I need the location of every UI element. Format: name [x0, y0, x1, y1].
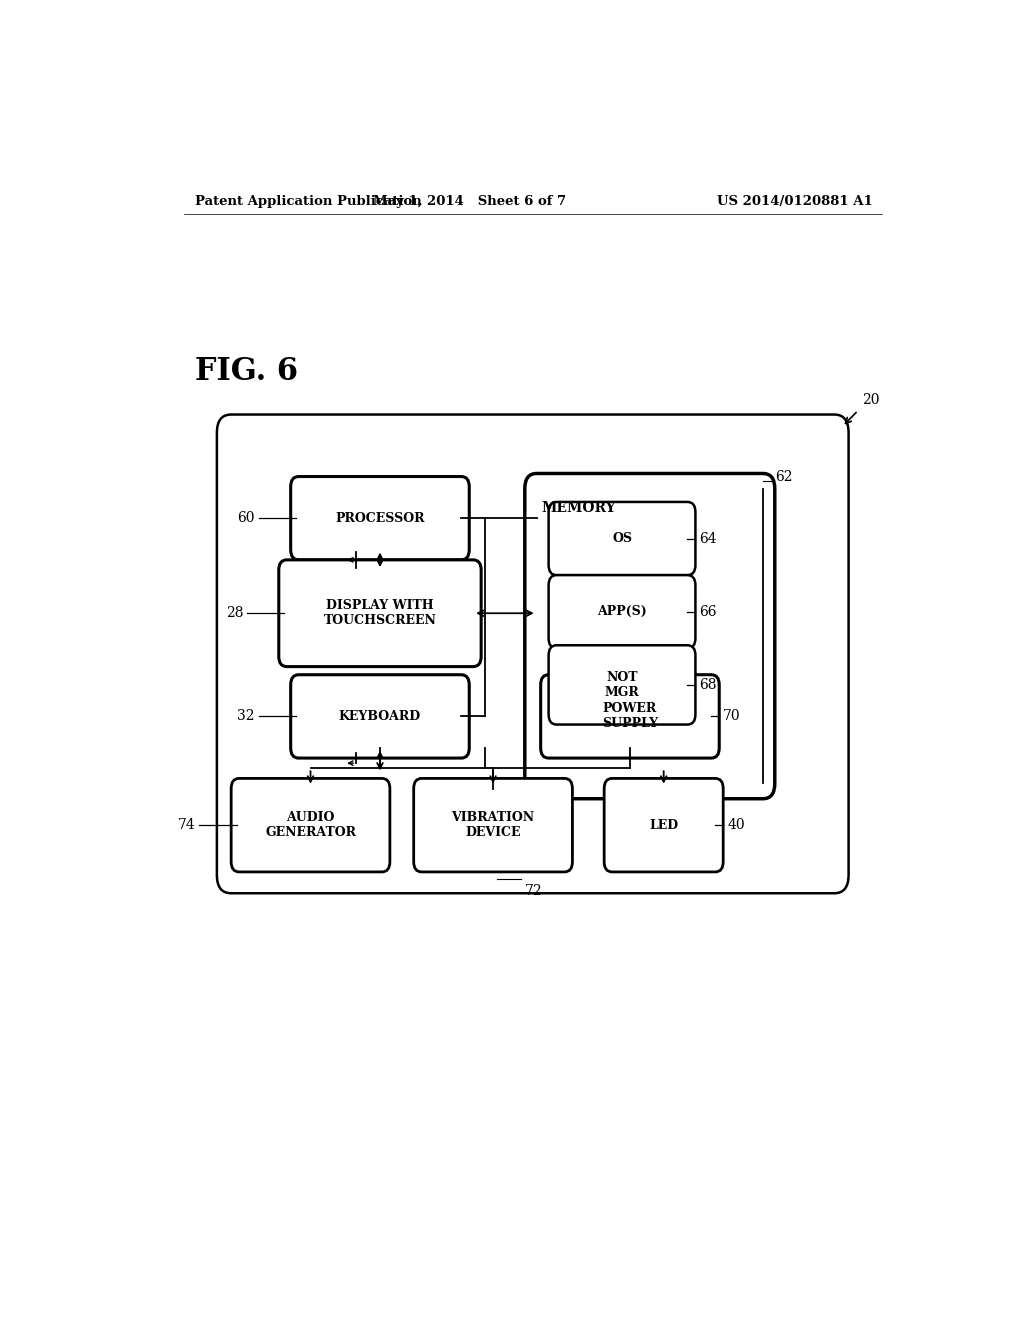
Text: OS: OS [612, 532, 632, 545]
Text: 32: 32 [238, 709, 255, 723]
Text: May 1, 2014   Sheet 6 of 7: May 1, 2014 Sheet 6 of 7 [373, 194, 566, 207]
Text: VIBRATION
DEVICE: VIBRATION DEVICE [452, 812, 535, 840]
Text: Patent Application Publication: Patent Application Publication [196, 194, 422, 207]
Text: 74: 74 [178, 818, 196, 832]
FancyBboxPatch shape [524, 474, 775, 799]
Text: 60: 60 [238, 511, 255, 525]
Text: LED: LED [649, 818, 678, 832]
FancyBboxPatch shape [549, 576, 695, 648]
Text: AUDIO
GENERATOR: AUDIO GENERATOR [265, 812, 356, 840]
FancyBboxPatch shape [291, 675, 469, 758]
Text: FIG. 6: FIG. 6 [196, 356, 298, 387]
Text: 68: 68 [699, 678, 717, 692]
Text: 62: 62 [775, 470, 793, 483]
FancyBboxPatch shape [291, 477, 469, 560]
Text: 20: 20 [862, 393, 880, 408]
Text: US 2014/0120881 A1: US 2014/0120881 A1 [717, 194, 872, 207]
Text: KEYBOARD: KEYBOARD [339, 710, 421, 723]
Text: POWER
SUPPLY: POWER SUPPLY [602, 702, 658, 730]
FancyBboxPatch shape [217, 414, 849, 894]
FancyBboxPatch shape [541, 675, 719, 758]
Text: 40: 40 [727, 818, 744, 832]
Text: 64: 64 [699, 532, 717, 545]
Text: NOT
MGR: NOT MGR [604, 671, 639, 698]
Text: DISPLAY WITH
TOUCHSCREEN: DISPLAY WITH TOUCHSCREEN [324, 599, 436, 627]
FancyBboxPatch shape [279, 560, 481, 667]
Text: 70: 70 [723, 709, 740, 723]
Text: MEMORY: MEMORY [542, 502, 616, 515]
FancyBboxPatch shape [549, 502, 695, 576]
Text: APP(S): APP(S) [597, 605, 647, 618]
Text: 66: 66 [699, 605, 717, 619]
FancyBboxPatch shape [414, 779, 572, 873]
FancyBboxPatch shape [231, 779, 390, 873]
Text: PROCESSOR: PROCESSOR [335, 512, 425, 525]
FancyBboxPatch shape [549, 645, 695, 725]
Text: 28: 28 [225, 606, 243, 620]
Text: 72: 72 [524, 884, 543, 898]
FancyBboxPatch shape [604, 779, 723, 873]
